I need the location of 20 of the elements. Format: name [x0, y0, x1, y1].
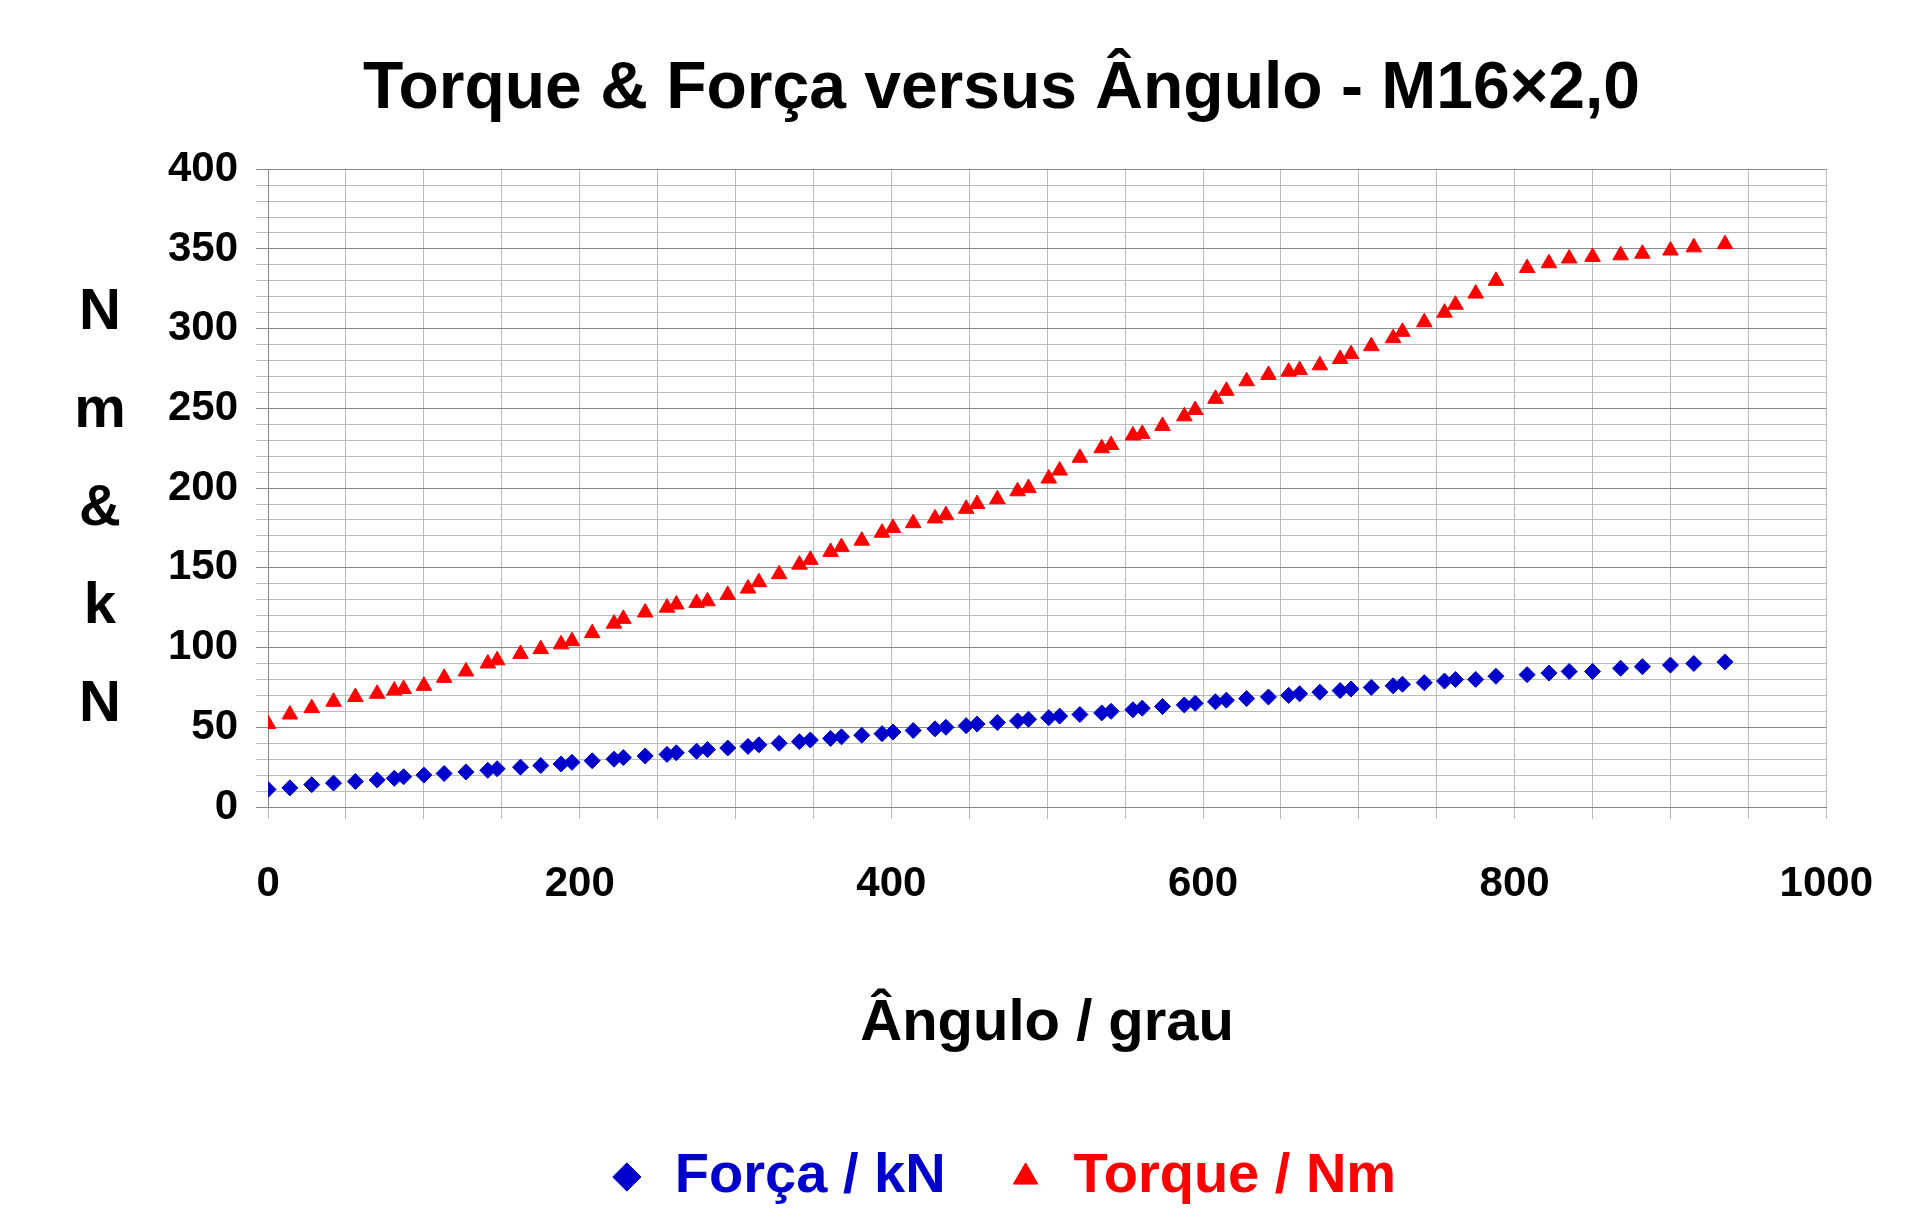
- x-tick-label: 1000: [1779, 857, 1873, 905]
- x-tick-label: 800: [1479, 857, 1550, 905]
- x-tick-label: 400: [856, 857, 927, 905]
- y-axis-title: Nm & kN: [73, 275, 127, 735]
- x-tick-label: 0: [256, 857, 280, 905]
- y-tick-label: 150: [168, 541, 239, 589]
- y-tick-label: 300: [168, 302, 239, 350]
- legend-label: Força / kN: [674, 1141, 946, 1205]
- y-tick-label: 0: [214, 780, 239, 828]
- y-tick-label: 350: [168, 222, 239, 270]
- x-axis-title: Ângulo / grau: [860, 987, 1235, 1053]
- y-tick-label: 50: [191, 700, 239, 748]
- y-tick-label: 250: [168, 381, 239, 429]
- y-tick-label: 400: [168, 142, 239, 190]
- x-tick-label: 200: [544, 857, 615, 905]
- chart-title: Torque & Força versus Ângulo - M16×2,0: [363, 47, 1640, 122]
- x-tick-label: 600: [1167, 857, 1239, 905]
- y-tick-label: 200: [168, 461, 239, 509]
- legend-label: Torque / Nm: [1073, 1141, 1397, 1205]
- y-tick-label: 100: [168, 621, 239, 669]
